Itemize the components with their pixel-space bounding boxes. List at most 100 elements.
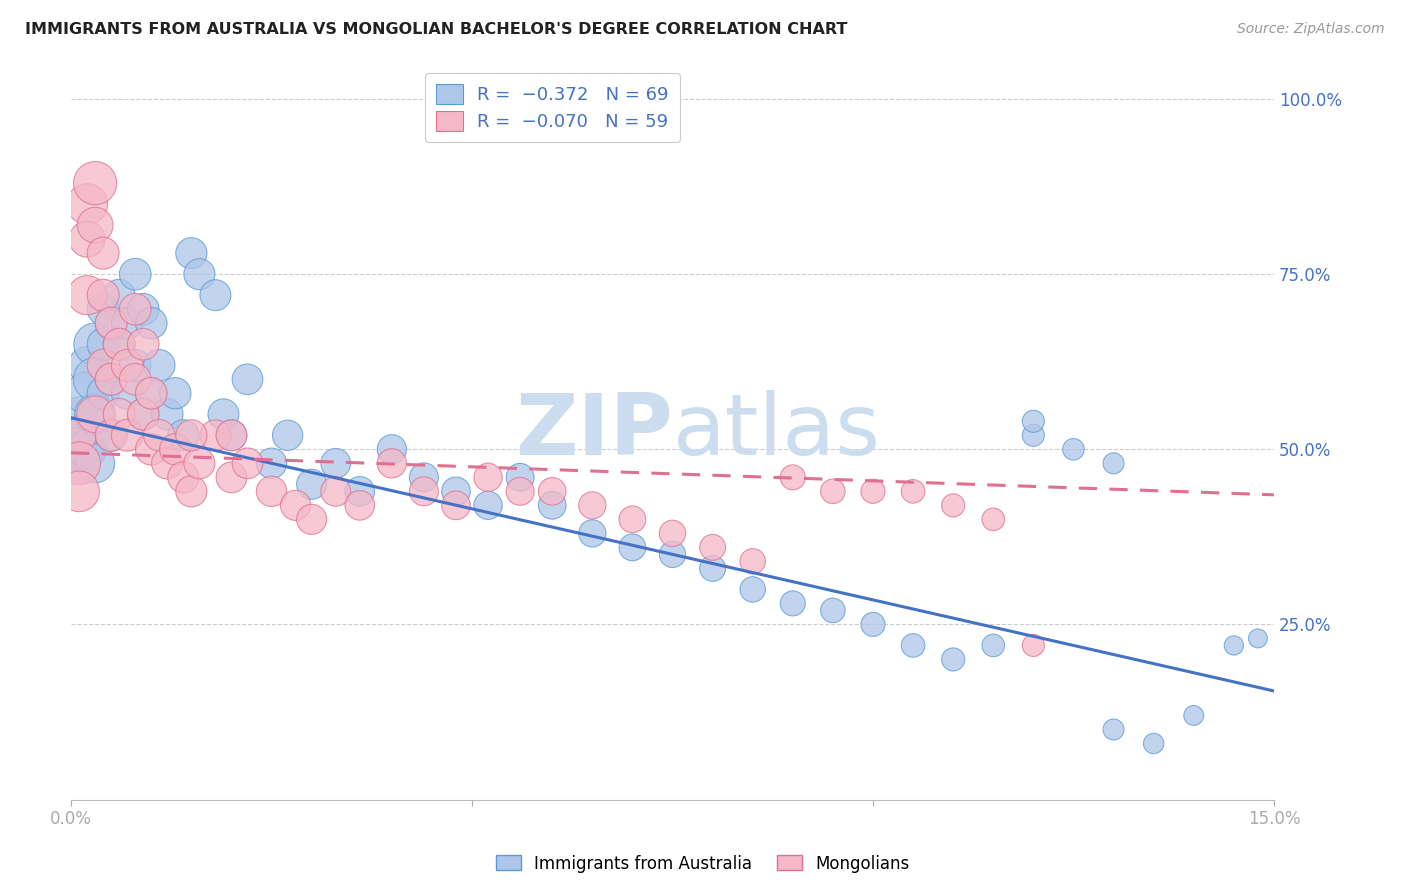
Point xyxy=(84,407,107,421)
Point xyxy=(1062,442,1084,457)
Point xyxy=(67,484,90,499)
Point xyxy=(141,442,163,457)
Point xyxy=(782,596,804,610)
Point xyxy=(901,639,924,653)
Point xyxy=(67,428,90,442)
Point xyxy=(541,484,564,499)
Point xyxy=(413,470,436,484)
Point xyxy=(204,428,226,442)
Text: Source: ZipAtlas.com: Source: ZipAtlas.com xyxy=(1237,22,1385,37)
Point xyxy=(1247,632,1270,646)
Point xyxy=(862,484,884,499)
Point xyxy=(349,484,371,499)
Point xyxy=(165,442,187,457)
Point xyxy=(277,428,299,442)
Point xyxy=(124,358,146,372)
Point xyxy=(1022,428,1045,442)
Point xyxy=(581,499,603,513)
Point xyxy=(91,358,114,372)
Point xyxy=(188,456,211,470)
Point xyxy=(100,316,122,330)
Point xyxy=(84,337,107,351)
Point xyxy=(76,197,98,211)
Point xyxy=(1022,639,1045,653)
Point xyxy=(108,288,131,302)
Point xyxy=(132,407,155,421)
Point xyxy=(91,288,114,302)
Point xyxy=(180,484,202,499)
Point xyxy=(541,499,564,513)
Point xyxy=(221,470,243,484)
Point xyxy=(702,541,724,555)
Point xyxy=(84,176,107,190)
Point xyxy=(91,386,114,401)
Point xyxy=(91,302,114,317)
Point xyxy=(821,484,844,499)
Point xyxy=(942,499,965,513)
Point xyxy=(260,456,283,470)
Point xyxy=(188,267,211,281)
Point xyxy=(581,526,603,541)
Point xyxy=(67,407,90,421)
Point xyxy=(212,407,235,421)
Point xyxy=(124,372,146,386)
Point xyxy=(76,358,98,372)
Point xyxy=(141,316,163,330)
Point xyxy=(862,617,884,632)
Point xyxy=(108,337,131,351)
Point xyxy=(67,428,90,442)
Point xyxy=(115,316,138,330)
Point xyxy=(621,512,644,526)
Point xyxy=(141,386,163,401)
Point xyxy=(444,484,467,499)
Point xyxy=(91,246,114,260)
Point xyxy=(741,582,763,597)
Point xyxy=(91,337,114,351)
Point xyxy=(100,428,122,442)
Point xyxy=(100,316,122,330)
Point xyxy=(284,499,307,513)
Point xyxy=(821,603,844,617)
Point xyxy=(108,407,131,421)
Point xyxy=(661,526,683,541)
Point xyxy=(381,456,404,470)
Point xyxy=(100,372,122,386)
Point xyxy=(76,386,98,401)
Point xyxy=(236,456,259,470)
Point xyxy=(413,484,436,499)
Point xyxy=(67,442,90,457)
Point xyxy=(76,428,98,442)
Point xyxy=(76,232,98,246)
Point xyxy=(1102,456,1125,470)
Point xyxy=(124,302,146,317)
Point xyxy=(325,456,347,470)
Point xyxy=(444,499,467,513)
Point xyxy=(981,639,1004,653)
Point xyxy=(141,386,163,401)
Point xyxy=(509,470,531,484)
Point xyxy=(477,499,499,513)
Point xyxy=(661,547,683,561)
Point xyxy=(132,337,155,351)
Point xyxy=(84,372,107,386)
Point xyxy=(84,456,107,470)
Point xyxy=(702,561,724,575)
Point xyxy=(901,484,924,499)
Point xyxy=(1223,639,1246,653)
Point xyxy=(115,358,138,372)
Point xyxy=(148,358,170,372)
Text: atlas: atlas xyxy=(672,391,880,474)
Point xyxy=(301,477,323,491)
Point xyxy=(204,288,226,302)
Point xyxy=(477,470,499,484)
Point xyxy=(942,652,965,666)
Point xyxy=(381,442,404,457)
Point xyxy=(100,372,122,386)
Point xyxy=(1182,708,1205,723)
Point xyxy=(180,246,202,260)
Point xyxy=(1143,737,1166,751)
Point xyxy=(301,512,323,526)
Point xyxy=(509,484,531,499)
Point xyxy=(180,428,202,442)
Point xyxy=(76,442,98,457)
